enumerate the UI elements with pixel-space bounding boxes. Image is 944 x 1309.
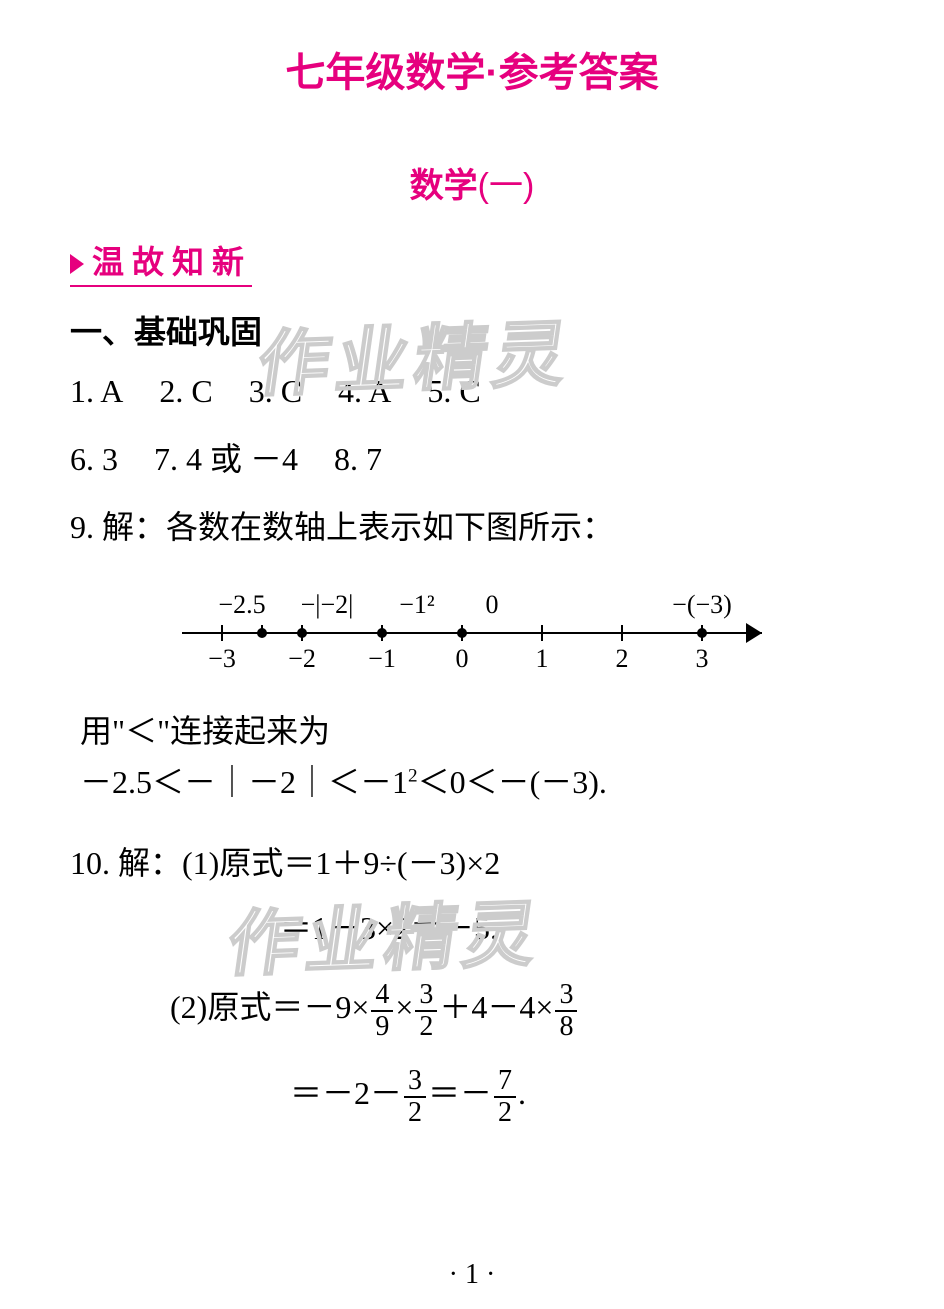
ans-3-val: C <box>281 373 302 409</box>
q10-p2-mid2: ＋4－4× <box>439 989 553 1025</box>
frac-7-2-num: 7 <box>494 1066 516 1097</box>
svg-text:2: 2 <box>616 644 629 673</box>
triangle-icon <box>70 254 84 274</box>
svg-text:−(−3): −(−3) <box>672 590 732 619</box>
q10-part2-row2: ＝－2－32＝－72. <box>70 1063 874 1127</box>
q9-text: 各数在数轴上表示如下图所示： <box>166 509 614 545</box>
frac-4-9-num: 4 <box>371 980 393 1011</box>
svg-text:−1²: −1² <box>399 590 435 619</box>
section-header-wrap: 温故知新 <box>70 237 874 307</box>
page-number: · 1 · <box>0 1259 944 1291</box>
q10-p2-r2-lead: ＝－2－ <box>290 1075 402 1111</box>
ans-5-num: 5. <box>427 373 451 409</box>
frac-3-2b-den: 2 <box>404 1098 426 1127</box>
ans-4-num: 4. <box>338 373 362 409</box>
section-header-text: 温故知新 <box>92 244 252 280</box>
q10-num: 10. <box>70 845 110 881</box>
frac-7-2-den: 2 <box>494 1098 516 1127</box>
svg-text:−2.5: −2.5 <box>218 590 265 619</box>
svg-text:−|−2|: −|−2| <box>301 590 354 619</box>
frac-4-9: 49 <box>371 980 393 1041</box>
q9-prefix: 解： <box>102 509 166 545</box>
svg-text:0: 0 <box>486 590 499 619</box>
frac-7-2: 72 <box>494 1066 516 1127</box>
ans-5-val: C <box>459 373 480 409</box>
frac-3-8: 38 <box>555 980 577 1041</box>
q10-p2-r2-end: . <box>518 1075 526 1111</box>
frac-3-8-den: 8 <box>555 1012 577 1041</box>
question-9: 9. 解：各数在数轴上表示如下图所示： <box>70 503 874 551</box>
q10-prefix: 解： <box>118 845 182 881</box>
svg-text:3: 3 <box>696 644 709 673</box>
ans-1-val: A <box>100 373 123 409</box>
frac-3-2a-num: 3 <box>415 980 437 1011</box>
inequality-block: 用"＜"连接起来为 －2.5＜－｜－2｜＜－12＜0＜－(－3). <box>70 706 874 808</box>
heading-basics: 一、基础巩固 <box>70 307 874 353</box>
ans-2-num: 2. <box>159 373 183 409</box>
q10-p1-label: (1) <box>182 845 219 881</box>
section-header: 温故知新 <box>70 237 252 287</box>
q10-part1-row2: ＝1－3×2＝－5. <box>70 898 874 959</box>
frac-3-2a-den: 2 <box>415 1012 437 1041</box>
question-10: 10. 解：(1)原式＝1＋9÷(－3)×2 ＝1－3×2＝－5. (2)原式＝… <box>70 833 874 1127</box>
q10-part2-row1: (2)原式＝－9×49×32＋4－4×38 <box>70 977 874 1041</box>
ans-6-val: 3 <box>102 441 118 477</box>
number-line-figure: −3 −2 −|−2| −1−1² 00 1 2 3 −(−3) −2.5 <box>70 571 874 681</box>
answers-row-1: 1. A 2. C 3. C 4. A 5. C <box>70 367 874 415</box>
frac-3-2b-num: 3 <box>404 1066 426 1097</box>
number-line-svg: −3 −2 −|−2| −1−1² 00 1 2 3 −(−3) −2.5 <box>162 571 782 681</box>
q10-part1-row1: 10. 解：(1)原式＝1＋9÷(－3)×2 <box>70 833 874 894</box>
q10-p1-r2: ＝1－3×2＝－5. <box>280 910 498 946</box>
svg-text:0: 0 <box>456 644 469 673</box>
q10-p1-r1: 原式＝1＋9÷(－3)×2 <box>219 845 500 881</box>
inequality-line1: 用"＜"连接起来为 <box>80 706 874 757</box>
sub-title-main: 数学 <box>410 167 478 205</box>
ans-3-num: 3. <box>249 373 273 409</box>
page-title: 七年级数学·参考答案 <box>70 40 874 98</box>
ans-7-val: 4 或 －4 <box>186 441 298 477</box>
answers-row-2: 6. 3 7. 4 或 －4 8. 7 <box>70 435 874 483</box>
svg-text:−2: −2 <box>288 644 316 673</box>
inequality-line2: －2.5＜－｜－2｜＜－12＜0＜－(－3). <box>80 757 874 808</box>
ans-1-num: 1. <box>70 373 94 409</box>
svg-text:−1: −1 <box>368 644 396 673</box>
sub-title: 数学(一) <box>70 158 874 207</box>
frac-4-9-den: 9 <box>371 1012 393 1041</box>
ans-8-num: 8. <box>334 441 358 477</box>
ans-8-val: 7 <box>366 441 382 477</box>
sub-title-paren: (一) <box>478 167 535 205</box>
frac-3-2b: 32 <box>404 1066 426 1127</box>
frac-3-2a: 32 <box>415 980 437 1041</box>
ans-4-val: A <box>368 373 391 409</box>
q10-p2-mid1: × <box>395 989 413 1025</box>
svg-text:1: 1 <box>536 644 549 673</box>
q10-p2-lead: 原式＝－9× <box>207 989 369 1025</box>
frac-3-8-num: 3 <box>555 980 577 1011</box>
ans-6-num: 6. <box>70 441 94 477</box>
ans-2-val: C <box>191 373 212 409</box>
q10-p2-label: (2) <box>170 989 207 1025</box>
ans-7-num: 7. <box>154 441 178 477</box>
q10-p2-r2-mid: ＝－ <box>428 1075 492 1111</box>
q9-num: 9. <box>70 509 94 545</box>
svg-text:−3: −3 <box>208 644 236 673</box>
